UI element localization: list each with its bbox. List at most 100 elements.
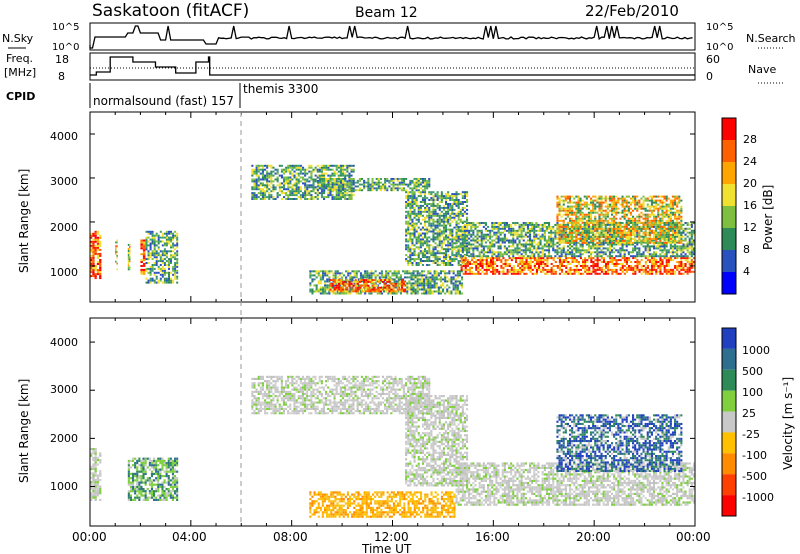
range-cell xyxy=(309,274,312,277)
range-cell xyxy=(354,185,357,188)
range-cell xyxy=(369,185,372,188)
range-cell xyxy=(497,245,500,248)
range-cell xyxy=(598,253,601,256)
range-cell xyxy=(176,281,179,284)
range-cell xyxy=(338,274,341,277)
range-cell xyxy=(406,276,409,279)
range-cell xyxy=(546,263,549,265)
range-cell xyxy=(406,288,409,291)
range-cell xyxy=(594,268,597,271)
range-cell xyxy=(461,249,464,252)
range-cell xyxy=(496,265,499,267)
range-cell xyxy=(690,253,693,256)
range-cell xyxy=(453,193,456,196)
range-cell xyxy=(665,272,668,275)
range-cell xyxy=(426,246,429,249)
range-cell xyxy=(350,170,353,173)
range-cell xyxy=(147,267,150,270)
range-cell xyxy=(428,250,431,253)
range-cell xyxy=(92,273,95,276)
range-cell xyxy=(416,288,419,291)
range-cell xyxy=(417,258,420,261)
range-cell xyxy=(337,288,340,291)
range-cell xyxy=(466,251,469,254)
range-cell xyxy=(369,183,372,186)
range-cell xyxy=(176,254,179,257)
range-cell xyxy=(407,224,410,227)
range-cell xyxy=(287,194,290,197)
range-cell xyxy=(403,290,406,293)
range-cell xyxy=(487,249,490,252)
range-cell xyxy=(502,263,505,265)
range-cell xyxy=(342,187,345,190)
range-cell xyxy=(651,257,654,260)
range-cell xyxy=(587,225,590,228)
range-cell xyxy=(423,288,426,291)
range-cell xyxy=(682,243,685,246)
range-cell xyxy=(392,282,395,285)
range-cell xyxy=(333,189,336,192)
range-cell xyxy=(556,241,559,244)
range-cell xyxy=(478,243,481,246)
range-cell xyxy=(405,197,408,200)
range-cell xyxy=(466,268,469,271)
range-cell xyxy=(680,272,683,275)
range-cell xyxy=(159,254,162,257)
range-cell xyxy=(329,194,332,197)
range-cell xyxy=(326,288,329,291)
range-cell xyxy=(487,266,490,269)
range-cell xyxy=(499,253,502,256)
range-cell xyxy=(333,182,336,185)
range-cell xyxy=(409,181,412,184)
range-cell xyxy=(433,278,436,281)
range-cell xyxy=(326,280,329,283)
range-cell xyxy=(393,272,396,275)
range-cell xyxy=(655,225,658,228)
range-cell xyxy=(278,174,281,177)
range-cell xyxy=(583,227,586,230)
range-cell xyxy=(550,233,553,236)
range-cell xyxy=(478,235,481,238)
range-cell xyxy=(508,251,511,254)
range-cell xyxy=(406,270,409,273)
range-cell xyxy=(564,255,567,258)
range-cell xyxy=(421,179,424,182)
range-cell xyxy=(491,225,494,228)
range-cell xyxy=(145,262,148,264)
range-cell xyxy=(499,237,502,240)
range-cell xyxy=(617,251,620,254)
range-cell xyxy=(168,236,170,239)
range-cell xyxy=(659,265,662,267)
range-cell xyxy=(531,225,534,228)
range-cell xyxy=(350,174,353,177)
range-cell xyxy=(280,190,283,193)
range-cell xyxy=(405,244,408,247)
range-cell xyxy=(406,272,409,275)
range-cell xyxy=(623,253,626,256)
range-cell xyxy=(548,268,551,271)
range-cell xyxy=(413,224,416,227)
range-cell xyxy=(562,225,565,228)
range-cell xyxy=(392,183,395,186)
range-cell xyxy=(394,284,397,287)
range-cell xyxy=(478,253,481,256)
range-cell xyxy=(655,251,658,254)
range-cell xyxy=(266,166,269,169)
range-cell xyxy=(410,276,413,279)
range-cell xyxy=(548,270,551,273)
range-cell xyxy=(642,253,645,256)
range-cell xyxy=(518,233,521,236)
range-cell xyxy=(428,252,431,255)
range-cell xyxy=(459,236,462,239)
range-cell xyxy=(440,220,443,223)
range-cell xyxy=(268,164,271,167)
range-cell xyxy=(449,204,452,207)
range-cell xyxy=(636,243,639,246)
range-cell xyxy=(155,264,158,266)
range-cell xyxy=(417,181,420,184)
range-cell xyxy=(544,265,547,267)
range-cell xyxy=(493,227,496,230)
range-cell xyxy=(474,223,477,226)
range-cell xyxy=(497,241,500,244)
range-cell xyxy=(440,242,443,245)
